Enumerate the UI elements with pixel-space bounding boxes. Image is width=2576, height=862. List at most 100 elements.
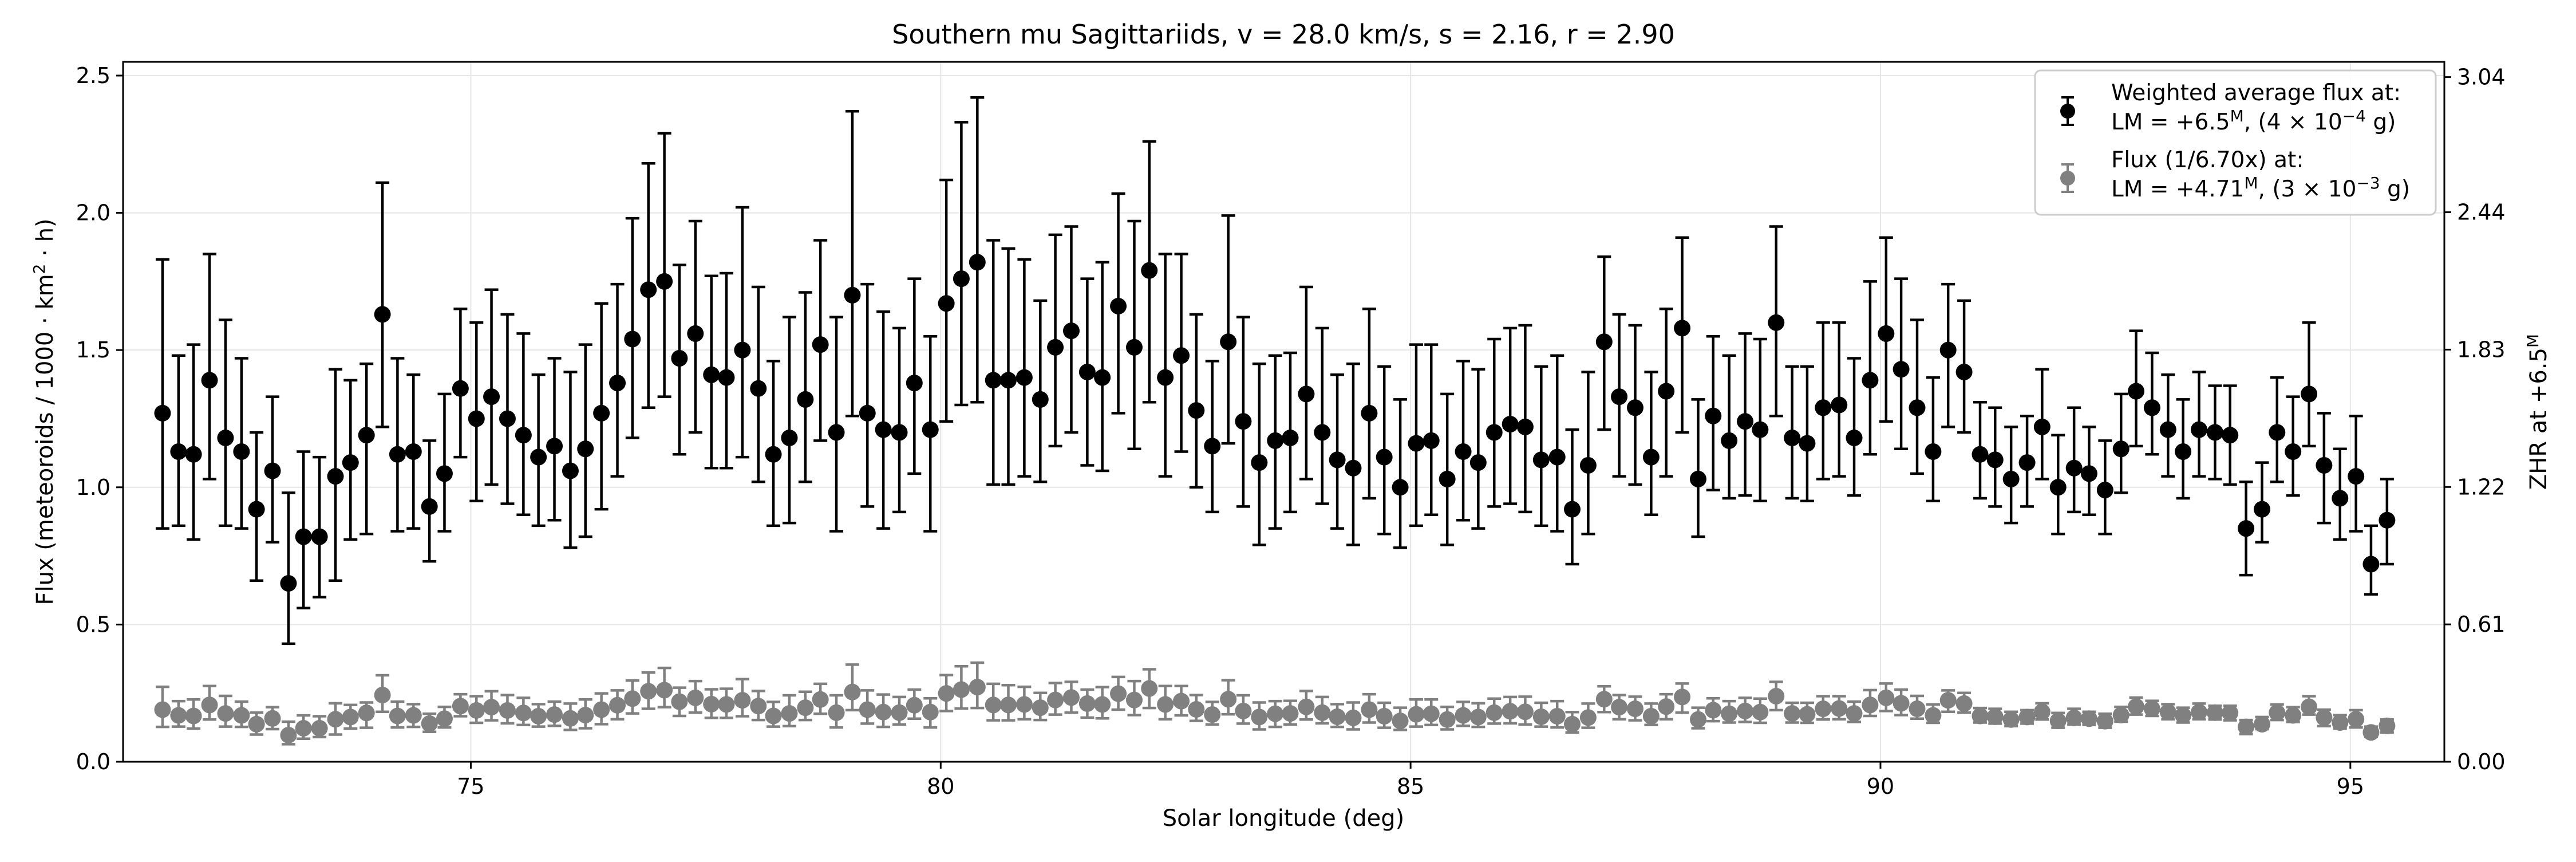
scaled-flux-point: [1251, 709, 1268, 726]
scaled-flux-point: [1626, 700, 1643, 718]
scaled-flux-point: [217, 705, 234, 722]
scaled-flux-point: [593, 701, 610, 718]
weighted-flux-point: [1862, 372, 1879, 389]
plot-frame: [122, 61, 2445, 763]
weighted-flux-point: [812, 336, 829, 353]
scaled-flux-point: [1235, 702, 1252, 719]
weighted-flux-point: [185, 446, 202, 463]
scaled-flux-point: [2143, 700, 2160, 718]
scaled-flux-point: [922, 703, 939, 721]
weighted-flux-point: [985, 372, 1002, 389]
scaled-flux-point: [1125, 691, 1143, 709]
weighted-flux-point: [1469, 454, 1487, 471]
weighted-flux-point: [2018, 454, 2036, 471]
scaled-flux-point: [1595, 691, 1613, 708]
y-tick-label: 0.5: [76, 612, 110, 637]
weighted-flux-point: [2143, 399, 2160, 416]
y2-tick-label: 1.83: [2457, 337, 2506, 362]
scaled-flux-point: [248, 715, 265, 733]
weighted-flux-point: [1298, 385, 1315, 403]
weighted-flux-point: [2049, 479, 2067, 496]
scaled-flux-point: [2285, 707, 2302, 724]
weighted-flux-point: [765, 446, 782, 463]
weighted-flux-point: [405, 443, 422, 460]
y-tick-label: 1.0: [76, 475, 110, 500]
scaled-flux-point: [797, 699, 814, 717]
scaled-flux-point: [2269, 704, 2286, 721]
scaled-flux-point: [2254, 715, 2271, 733]
legend-entry-scaled-flux-line2: LM = +4.71M, (3 × 10−3 g): [2111, 174, 2410, 202]
weighted-flux-point: [1532, 451, 1550, 469]
weighted-flux-point: [546, 438, 563, 455]
scaled-flux-point: [421, 715, 438, 732]
scaled-flux-point: [1361, 701, 1378, 718]
weighted-flux-point: [859, 404, 876, 422]
scaled-flux-point: [844, 683, 861, 700]
weighted-flux-point: [1689, 470, 1706, 487]
weighted-flux-point: [671, 350, 688, 367]
weighted-flux-point: [421, 498, 438, 515]
weighted-flux-point: [969, 254, 986, 271]
weighted-flux-point: [999, 372, 1017, 389]
scaled-flux-point: [1737, 702, 1754, 719]
weighted-flux-point: [1971, 446, 1989, 463]
weighted-flux-point: [1658, 383, 1675, 400]
weighted-flux-point: [1721, 432, 1738, 449]
scaled-flux-point: [1862, 696, 1879, 714]
scaled-flux-point: [1893, 695, 1910, 712]
scaled-flux-point: [1971, 707, 1989, 725]
weighted-flux-point: [2206, 424, 2223, 441]
scaled-flux-point: [264, 710, 281, 727]
scaled-flux-point: [358, 704, 375, 722]
weighted-flux-point: [1752, 421, 1769, 438]
scaled-flux-point: [452, 698, 469, 715]
weighted-flux-series: [154, 96, 2396, 645]
x-tick-label: 75: [457, 774, 484, 799]
weighted-flux-point: [2175, 443, 2192, 460]
scaled-flux-point: [1267, 705, 1284, 722]
x-axis-label: Solar longitude (deg): [1163, 805, 1404, 832]
scaled-flux-point: [185, 707, 202, 725]
scaled-flux-point: [1032, 699, 1049, 717]
scaled-flux-point: [154, 701, 171, 718]
scaled-flux-point: [1674, 688, 1691, 706]
scaled-flux-point: [938, 685, 955, 702]
scaled-flux-point: [405, 707, 422, 724]
weighted-flux-point: [2128, 383, 2145, 400]
scaled-flux-point: [2348, 711, 2365, 728]
weighted-flux-point: [2222, 427, 2239, 444]
legend-entry-scaled-flux-line1: Flux (1/6.70x) at:: [2111, 147, 2304, 173]
scaled-flux-point: [2206, 704, 2223, 721]
scaled-flux-point: [1094, 696, 1111, 713]
scaled-flux-point: [1564, 715, 1581, 733]
weighted-flux-point: [1392, 479, 1409, 496]
axis-layer: 75 80 85 90 95 0.0 0.5 1.0 1.5 2.0 2.5 0.00 0.61 1.22…: [76, 63, 2506, 799]
scaled-flux-point: [1047, 691, 1064, 709]
weighted-flux-point: [609, 375, 626, 392]
scaled-flux-point: [2301, 698, 2318, 715]
weighted-flux-point: [1016, 369, 1033, 386]
weighted-flux-point: [2238, 520, 2255, 537]
x-tick-label: 85: [1397, 774, 1424, 799]
weighted-flux-point: [1314, 424, 1331, 441]
scaled-flux-point: [1925, 707, 1942, 724]
scaled-flux-point: [953, 681, 970, 698]
scaled-flux-point: [2362, 724, 2380, 741]
weighted-flux-point: [1595, 333, 1613, 351]
scaled-flux-point: [233, 707, 250, 724]
weighted-flux-point: [953, 270, 970, 288]
weighted-flux-point: [2065, 459, 2083, 477]
scaled-flux-point: [2238, 718, 2255, 735]
weighted-flux-point: [1282, 430, 1299, 447]
legend-marker-weighted-flux: [2060, 96, 2075, 126]
scaled-flux-point: [1548, 707, 1566, 725]
scaled-flux-point: [2080, 710, 2097, 727]
weighted-flux-point: [389, 446, 406, 463]
weighted-flux-point: [2033, 418, 2050, 435]
series-layer: [154, 96, 2396, 746]
weighted-flux-point: [1799, 435, 1816, 452]
scaled-flux-point: [906, 696, 923, 714]
scaled-flux-point: [1157, 696, 1174, 713]
